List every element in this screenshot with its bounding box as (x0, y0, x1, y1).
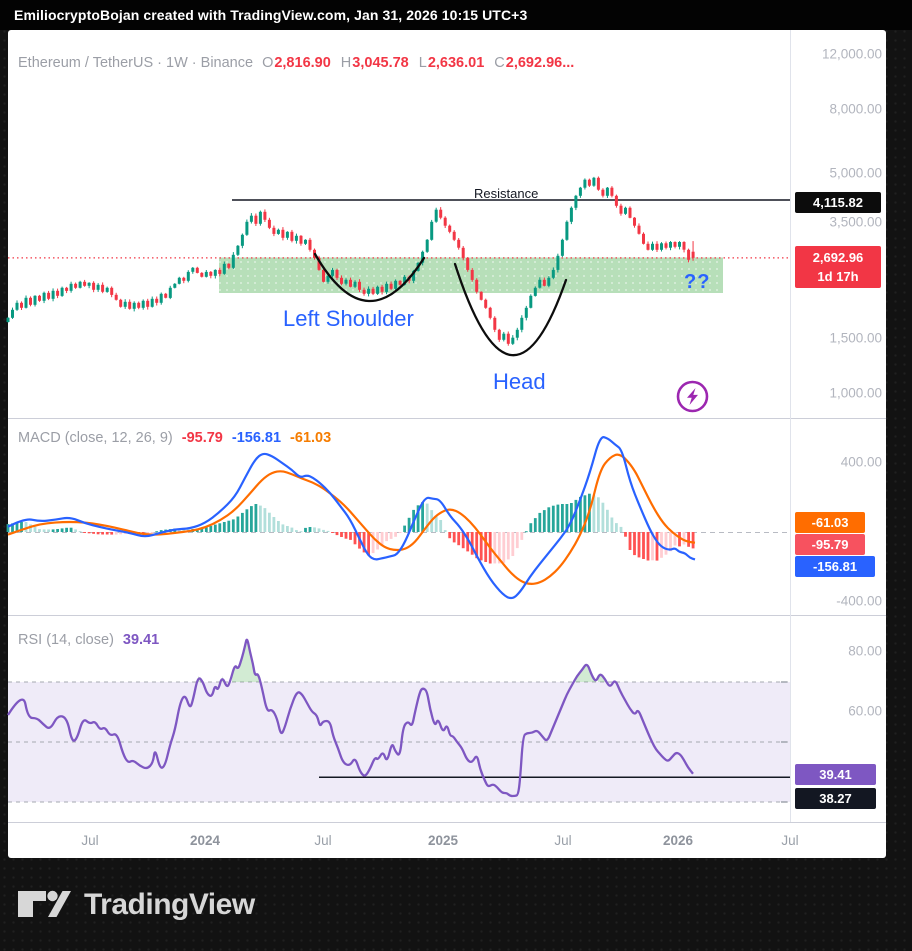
last-price-badge: 2,692.96 1d 17h (795, 246, 881, 288)
open-label: O (262, 55, 274, 71)
watermark-text: EmiliocryptoBojan created with TradingVi… (14, 7, 528, 23)
price-tick: 3,500.00 (829, 214, 882, 230)
time-label: Jul (781, 833, 799, 848)
rsi-value-badge: 39.41 (795, 764, 876, 785)
rsi-tick: 80.00 (848, 643, 882, 659)
tradingview-logo-icon[interactable] (18, 890, 72, 920)
rsi-legend[interactable]: RSI (14, close) 39.41 (18, 632, 159, 648)
question-marks-label[interactable]: ?? (684, 271, 711, 293)
lightning-icon (676, 380, 709, 413)
time-label: 2024 (189, 833, 221, 848)
macd-line-badge: -156.81 (795, 556, 875, 577)
tradingview-brand-text[interactable]: TradingView (84, 887, 255, 921)
rsi-tick: 60.00 (848, 703, 882, 719)
head-label[interactable]: Head (493, 369, 546, 394)
low-value: 2,636.01 (427, 55, 485, 71)
macd-signal-value: -61.03 (290, 430, 332, 446)
price-tick: 12,000.00 (821, 46, 882, 62)
low-label: L (418, 55, 427, 71)
open-value: 2,816.90 (274, 55, 331, 71)
macd-hist-badge: -95.79 (795, 534, 865, 555)
macd-tick: -400.00 (836, 593, 882, 609)
flash-boost-button[interactable] (674, 378, 711, 415)
macd-title[interactable]: MACD (close, 12, 26, 9) (18, 430, 173, 446)
price-tick: 8,000.00 (829, 101, 882, 117)
time-label: 2026 (662, 833, 694, 848)
high-label: H (340, 55, 352, 71)
price-tick: 1,500.00 (829, 330, 882, 346)
symbol-title[interactable]: Ethereum / TetherUS · 1W · Binance (18, 55, 254, 71)
close-value: 2,692.96... (505, 55, 575, 71)
macd-signal-badge: -61.03 (795, 512, 865, 533)
time-label: 2025 (427, 833, 459, 848)
macd-tick: 400.00 (840, 454, 882, 470)
ohlc-values: O2,816.90 H3,045.78 L2,636.01 C2,692.96.… (262, 55, 574, 71)
price-tick: 1,000.00 (829, 385, 882, 401)
watermark-bar: EmiliocryptoBojan created with TradingVi… (0, 0, 912, 30)
last-price: 2,692.96 (812, 250, 864, 265)
price-tick: 5,000.00 (829, 165, 882, 181)
resistance-price-badge: 4,115.82 (795, 192, 881, 213)
symbol-legend[interactable]: Ethereum / TetherUS · 1W · Binance O2,81… (18, 55, 574, 71)
left-shoulder-label[interactable]: Left Shoulder (283, 306, 414, 331)
rsi-level-badge: 38.27 (795, 788, 876, 809)
macd-legend[interactable]: MACD (close, 12, 26, 9) -95.79 -156.81 -… (18, 430, 331, 446)
rsi-title[interactable]: RSI (14, close) (18, 632, 114, 648)
macd-hist-value: -95.79 (181, 430, 223, 446)
time-label: Jul (554, 833, 572, 848)
rsi-value: 39.41 (122, 632, 160, 648)
time-label: Jul (81, 833, 99, 848)
close-label: C (494, 55, 505, 71)
footer-bar: TradingView (0, 858, 912, 951)
high-value: 3,045.78 (352, 55, 409, 71)
bar-countdown: 1d 17h (817, 269, 859, 284)
resistance-label[interactable]: Resistance (474, 186, 539, 201)
macd-line-value: -156.81 (231, 430, 282, 446)
time-label: Jul (314, 833, 332, 848)
